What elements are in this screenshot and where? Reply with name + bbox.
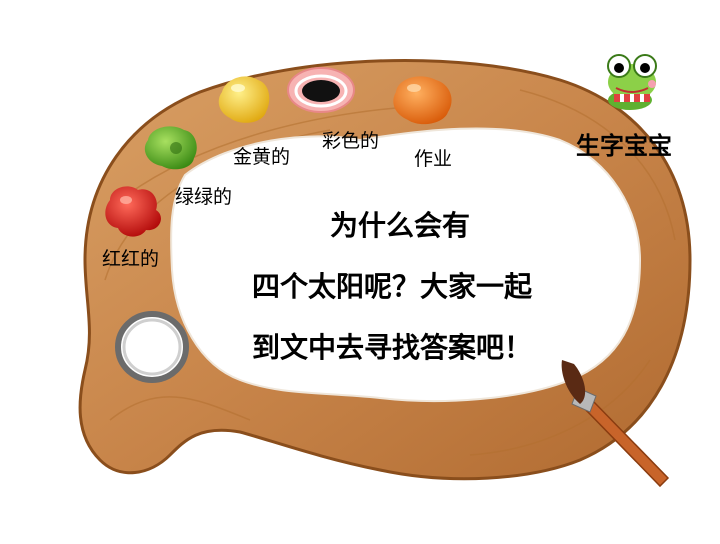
message-line-1: 为什么会有 [330, 209, 471, 242]
paper-area [170, 127, 642, 402]
label-homework: 作业 [414, 148, 453, 170]
frog-mascot [607, 54, 657, 110]
title-shengzi-baobao: 生字宝宝 [576, 132, 672, 160]
red-paint-blob [105, 186, 161, 237]
thumb-hole [115, 311, 189, 383]
green-paint-blob [144, 126, 197, 170]
label-golden: 金黄的 [233, 146, 291, 168]
message-line-2: 四个太阳呢？大家一起 [252, 270, 533, 303]
pink-paint-ring [287, 67, 355, 113]
message-line-3: 到文中去寻找答案吧！ [252, 331, 533, 364]
label-green: 绿绿的 [175, 186, 233, 208]
label-colorful: 彩色的 [322, 130, 380, 152]
orange-paint-blob [393, 76, 452, 125]
label-red: 红红的 [102, 248, 160, 270]
yellow-paint-blob [218, 76, 270, 123]
paintbrush [561, 360, 670, 488]
